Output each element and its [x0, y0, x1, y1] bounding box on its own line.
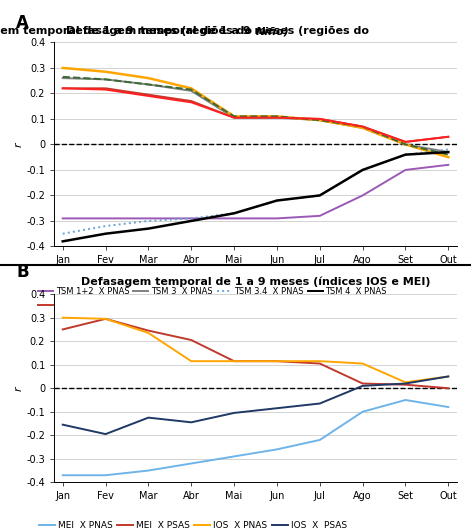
Legend: MEI  X PNAS, MEI  X PSAS, IOS  X PNAS, IOS  X  PSAS: MEI X PNAS, MEI X PSAS, IOS X PNAS, IOS … — [39, 520, 347, 529]
Text: Defasagem temporal de 1 a 9 meses (regiões do: Defasagem temporal de 1 a 9 meses (regiõ… — [66, 26, 373, 36]
Text: B: B — [16, 263, 29, 280]
Legend: TSM 1+2  X PNAS, TSM 1+2  X PSAS, TSM 3  X PNAS, TSM 3  X PSAS, TSM 3.4  X PNAS,: TSM 1+2 X PNAS, TSM 1+2 X PSAS, TSM 3 X … — [38, 287, 389, 310]
Y-axis label: r: r — [14, 142, 24, 147]
Text: Defasagem temporal de 1 a 9 meses (índices IOS e MEI): Defasagem temporal de 1 a 9 meses (índic… — [81, 276, 430, 287]
Text: Niño): Niño) — [255, 26, 289, 36]
Text: Defasagem temporal de 1 a 9 meses (regiões do: Defasagem temporal de 1 a 9 meses (regiõ… — [0, 26, 255, 36]
Y-axis label: r: r — [14, 386, 24, 391]
Text: A: A — [16, 14, 29, 31]
